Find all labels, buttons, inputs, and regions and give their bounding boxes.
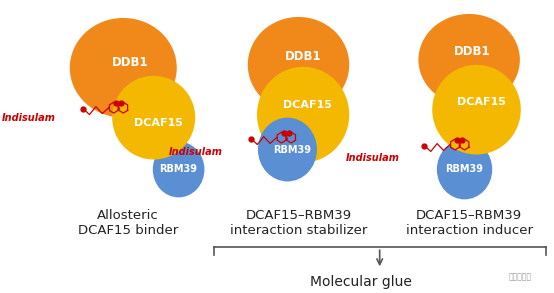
Text: DCAF15: DCAF15 [134,117,183,128]
Text: DCAF15–RBM39: DCAF15–RBM39 [245,209,352,222]
Circle shape [258,117,317,181]
Text: DCAF15–RBM39: DCAF15–RBM39 [416,209,522,222]
Text: Indisulam: Indisulam [2,113,56,123]
Text: Indisulam: Indisulam [346,153,400,163]
Ellipse shape [70,18,177,117]
Ellipse shape [432,65,521,154]
Text: DDB1: DDB1 [285,50,321,63]
Text: RBM39: RBM39 [273,144,311,154]
Text: 凯莱英药闻: 凯莱英药闻 [509,272,532,281]
Ellipse shape [248,17,349,113]
Ellipse shape [418,14,520,106]
Text: DCAF15: DCAF15 [283,100,332,110]
Text: DDB1: DDB1 [112,56,149,69]
Text: RBM39: RBM39 [445,164,484,174]
Text: Molecular glue: Molecular glue [310,275,412,289]
Text: RBM39: RBM39 [160,164,198,174]
Text: Indisulam: Indisulam [169,146,223,156]
Text: Allosteric: Allosteric [97,209,159,222]
Ellipse shape [257,67,349,163]
Circle shape [153,142,204,197]
Ellipse shape [112,76,195,159]
Circle shape [437,139,492,199]
Text: DCAF15 binder: DCAF15 binder [78,224,178,237]
Text: DDB1: DDB1 [454,45,490,58]
Text: interaction inducer: interaction inducer [406,224,532,237]
Text: DCAF15: DCAF15 [456,97,506,107]
Text: interaction stabilizer: interaction stabilizer [230,224,367,237]
